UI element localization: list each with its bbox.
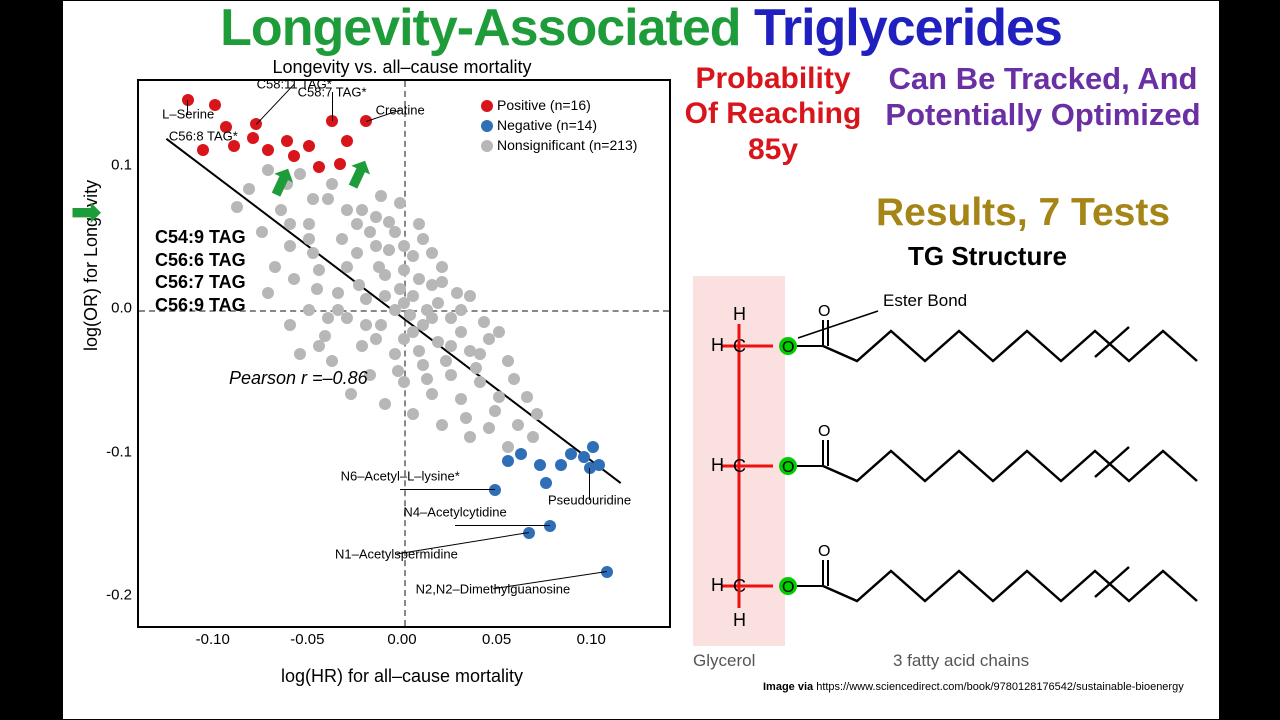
tg-structure: HCOOHCOOHCOOHH Ester Bond (693, 276, 1213, 646)
svg-text:O: O (782, 339, 794, 356)
chart-xlabel: log(HR) for all–cause mortality (137, 666, 667, 687)
svg-text:H: H (733, 610, 746, 630)
svg-text:C: C (733, 456, 746, 476)
svg-text:O: O (818, 423, 830, 440)
tag-list: C54:9 TAGC56:6 TAGC56:7 TAGC56:9 TAG (155, 226, 246, 316)
subtitle-olive: Results, 7 Tests (823, 191, 1220, 235)
svg-text:O: O (782, 459, 794, 476)
ester-bond-label: Ester Bond (883, 291, 967, 311)
scatter-chart: Positive (n=16)Negative (n=14)Nonsignifi… (137, 79, 671, 628)
tg-heading: TG Structure (908, 241, 1067, 272)
title-part-b: Triglycerides (754, 0, 1062, 57)
svg-text:H: H (711, 455, 724, 475)
svg-text:H: H (733, 304, 746, 324)
image-credit: Image via https://www.sciencedirect.com/… (763, 681, 1184, 693)
caption-chains: 3 fatty acid chains (893, 651, 1029, 671)
subtitle-purple: Can Be Tracked, And Potentially Optimize… (863, 61, 1220, 132)
svg-text:O: O (818, 303, 830, 320)
svg-text:H: H (711, 335, 724, 355)
frame: Longevity-Associated Triglycerides Proba… (62, 0, 1220, 720)
subtitle-red: Probability Of Reaching 85y (678, 61, 868, 167)
caption-glycerol: Glycerol (693, 651, 755, 671)
main-title: Longevity-Associated Triglycerides (63, 0, 1219, 58)
tg-svg: HCOOHCOOHCOOHH (693, 276, 1213, 646)
svg-text:O: O (818, 543, 830, 560)
svg-text:H: H (711, 575, 724, 595)
title-part-a: Longevity-Associated (220, 0, 740, 57)
chart-title: Longevity vs. all–cause mortality (137, 57, 667, 78)
svg-text:O: O (782, 579, 794, 596)
arrow-icon: ➡ (71, 191, 101, 233)
